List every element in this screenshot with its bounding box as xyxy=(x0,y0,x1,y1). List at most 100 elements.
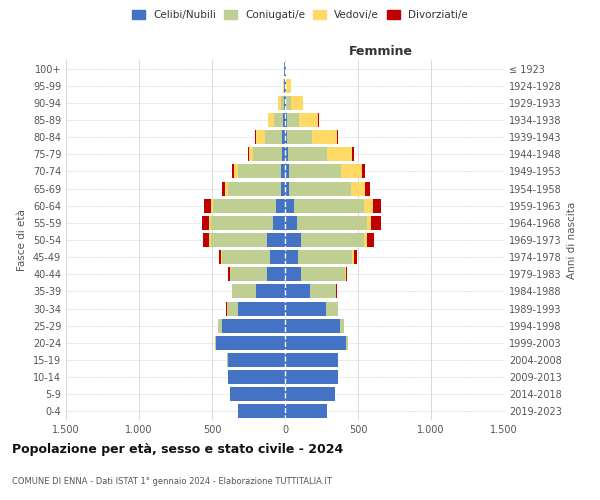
Bar xyxy=(285,302,326,316)
Bar xyxy=(341,164,362,178)
Y-axis label: Fasce di età: Fasce di età xyxy=(17,209,27,271)
Bar xyxy=(337,130,338,144)
Bar xyxy=(230,388,285,402)
Bar xyxy=(215,336,217,350)
Bar xyxy=(291,96,302,110)
Bar xyxy=(230,268,268,281)
Bar xyxy=(271,250,285,264)
Bar xyxy=(278,96,281,110)
Bar xyxy=(214,198,276,212)
Bar xyxy=(265,130,282,144)
Bar xyxy=(285,388,335,402)
Bar xyxy=(281,182,285,196)
Bar xyxy=(274,113,283,127)
Bar xyxy=(284,62,285,76)
Bar xyxy=(285,62,286,76)
Bar xyxy=(364,233,367,247)
Bar xyxy=(285,318,340,332)
Bar xyxy=(274,216,285,230)
Bar xyxy=(222,318,285,332)
Bar xyxy=(285,164,289,178)
Bar xyxy=(301,233,364,247)
Bar xyxy=(283,113,285,127)
Bar xyxy=(362,164,365,178)
Bar xyxy=(256,130,265,144)
Bar xyxy=(285,113,287,127)
Bar xyxy=(287,130,312,144)
Bar xyxy=(367,233,374,247)
Y-axis label: Anni di nascita: Anni di nascita xyxy=(567,202,577,278)
Bar xyxy=(268,268,285,281)
Bar xyxy=(285,198,294,212)
Bar xyxy=(218,250,221,264)
Bar xyxy=(217,336,285,350)
Bar xyxy=(228,353,285,367)
Bar xyxy=(285,336,346,350)
Bar xyxy=(222,182,225,196)
Bar xyxy=(289,182,350,196)
Bar xyxy=(227,353,228,367)
Bar xyxy=(294,198,364,212)
Text: Femmine: Femmine xyxy=(349,44,413,58)
Bar xyxy=(346,268,347,281)
Bar xyxy=(296,216,367,230)
Bar xyxy=(346,336,348,350)
Bar xyxy=(285,404,328,418)
Bar xyxy=(285,182,289,196)
Bar xyxy=(287,113,299,127)
Bar xyxy=(232,284,256,298)
Bar xyxy=(228,370,285,384)
Bar xyxy=(364,198,373,212)
Bar xyxy=(352,250,353,264)
Bar xyxy=(282,130,285,144)
Bar xyxy=(350,182,365,196)
Legend: Celibi/Nubili, Coniugati/e, Vedovi/e, Divorziati/e: Celibi/Nubili, Coniugati/e, Vedovi/e, Di… xyxy=(132,10,468,20)
Bar xyxy=(285,148,288,162)
Bar xyxy=(281,164,285,178)
Bar xyxy=(232,164,234,178)
Bar xyxy=(238,164,281,178)
Bar xyxy=(204,198,211,212)
Bar xyxy=(256,284,285,298)
Bar xyxy=(255,130,256,144)
Bar xyxy=(209,233,211,247)
Bar xyxy=(285,353,338,367)
Bar xyxy=(225,182,228,196)
Bar xyxy=(285,78,286,92)
Bar xyxy=(340,318,344,332)
Bar xyxy=(238,302,285,316)
Bar xyxy=(276,198,285,212)
Bar xyxy=(328,148,352,162)
Bar xyxy=(281,96,284,110)
Bar xyxy=(310,284,336,298)
Bar xyxy=(284,78,285,92)
Bar xyxy=(336,284,337,298)
Bar xyxy=(268,233,285,247)
Bar xyxy=(226,302,227,316)
Bar xyxy=(211,233,268,247)
Bar xyxy=(211,216,274,230)
Bar xyxy=(345,268,346,281)
Bar xyxy=(371,216,382,230)
Bar xyxy=(298,250,352,264)
Text: COMUNE DI ENNA - Dati ISTAT 1° gennaio 2024 - Elaborazione TUTTITALIA.IT: COMUNE DI ENNA - Dati ISTAT 1° gennaio 2… xyxy=(12,477,332,486)
Bar xyxy=(352,148,353,162)
Bar xyxy=(228,182,281,196)
Bar xyxy=(211,198,214,212)
Bar xyxy=(367,216,371,230)
Bar xyxy=(285,216,296,230)
Bar xyxy=(299,113,318,127)
Bar xyxy=(218,318,222,332)
Text: Popolazione per età, sesso e stato civile - 2024: Popolazione per età, sesso e stato civil… xyxy=(12,442,343,456)
Bar xyxy=(234,164,238,178)
Bar xyxy=(285,96,286,110)
Bar xyxy=(268,113,274,127)
Bar xyxy=(285,268,301,281)
Bar xyxy=(288,148,328,162)
Bar xyxy=(253,148,282,162)
Bar xyxy=(284,96,285,110)
Bar xyxy=(203,233,209,247)
Bar xyxy=(312,130,337,144)
Bar xyxy=(285,284,310,298)
Bar xyxy=(222,250,271,264)
